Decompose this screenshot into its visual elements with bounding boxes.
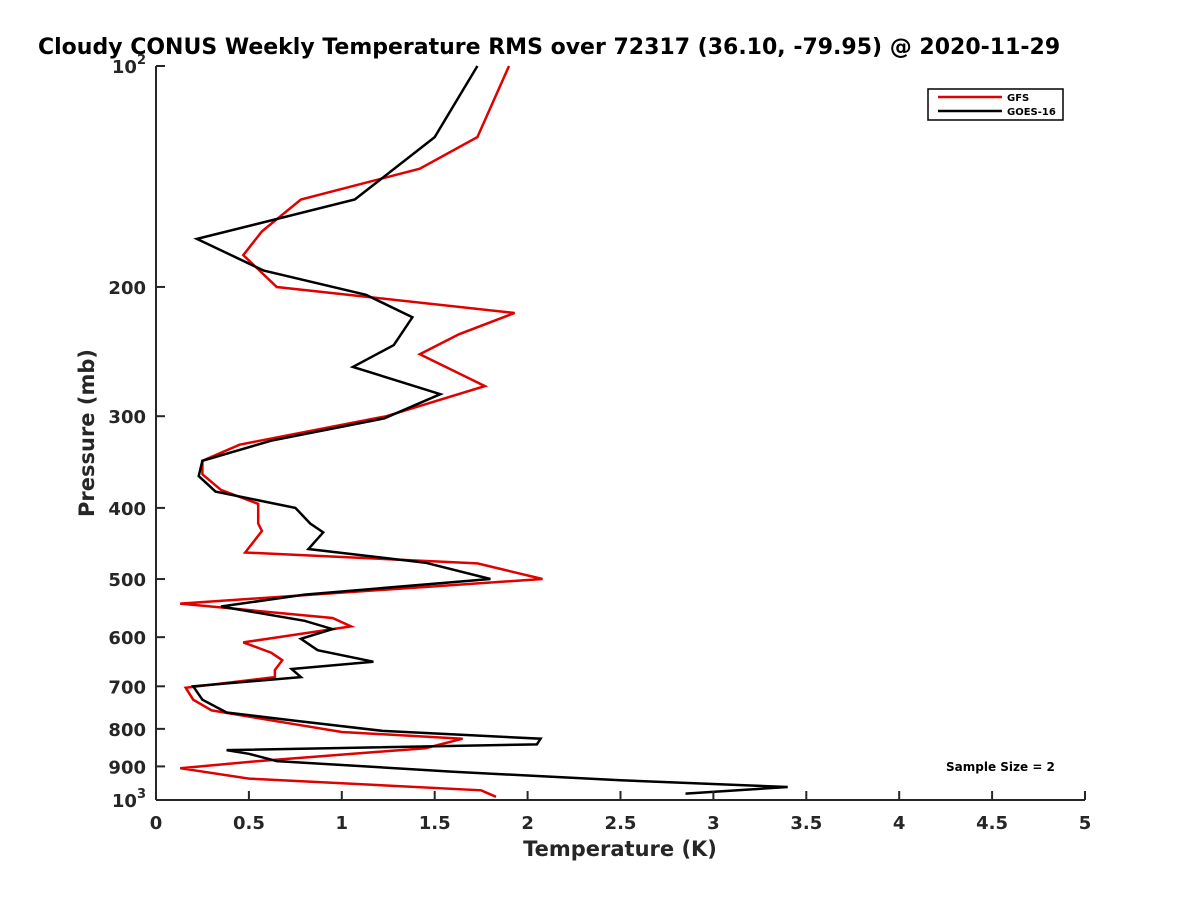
x-tick-label: 3.5 bbox=[790, 813, 822, 834]
legend-box bbox=[927, 88, 1064, 121]
x-tick-label: 3 bbox=[707, 813, 720, 834]
y-tick-label: 102 bbox=[112, 53, 146, 78]
y-tick-label: 300 bbox=[108, 407, 146, 428]
sample-size-annotation: Sample Size = 2 bbox=[946, 760, 1055, 774]
chart-title: Cloudy CONUS Weekly Temperature RMS over… bbox=[38, 35, 1060, 60]
x-tick-label: 1 bbox=[336, 813, 349, 834]
y-tick-label: 900 bbox=[108, 757, 146, 778]
y-tick-label: 800 bbox=[108, 720, 146, 741]
x-tick-label: 5 bbox=[1079, 813, 1092, 834]
legend: GFS GOES-16 bbox=[927, 88, 1064, 121]
series-line-gfs bbox=[180, 65, 543, 798]
x-tick-label: 2.5 bbox=[605, 813, 637, 834]
x-tick-label: 1.5 bbox=[419, 813, 451, 834]
x-ticks: 0 0.5 1 1.5 2 2.5 3 3.5 4 4.5 5 bbox=[150, 791, 1092, 834]
y-tick-label: 600 bbox=[108, 628, 146, 649]
y-ticks: 102 200 300 400 500 600 700 800 900 103 bbox=[108, 53, 165, 812]
y-axis-label: Pressure (mb) bbox=[75, 349, 99, 517]
y-tick-label: 200 bbox=[108, 278, 146, 299]
x-tick-label: 0.5 bbox=[233, 813, 265, 834]
x-tick-label: 4 bbox=[893, 813, 906, 834]
y-tick-label: 400 bbox=[108, 499, 146, 520]
x-tick-label: 2 bbox=[521, 813, 534, 834]
x-tick-label: 0 bbox=[150, 813, 163, 834]
legend-label-gfs: GFS bbox=[1007, 93, 1029, 104]
y-tick-label: 103 bbox=[112, 787, 146, 812]
series-layer bbox=[180, 65, 788, 798]
x-tick-label: 4.5 bbox=[976, 813, 1008, 834]
x-axis-label: Temperature (K) bbox=[523, 837, 717, 861]
legend-label-goes-16: GOES-16 bbox=[1007, 107, 1056, 118]
series-line-goes-16 bbox=[190, 65, 788, 795]
y-tick-label: 500 bbox=[108, 570, 146, 591]
y-tick-label: 700 bbox=[108, 677, 146, 698]
